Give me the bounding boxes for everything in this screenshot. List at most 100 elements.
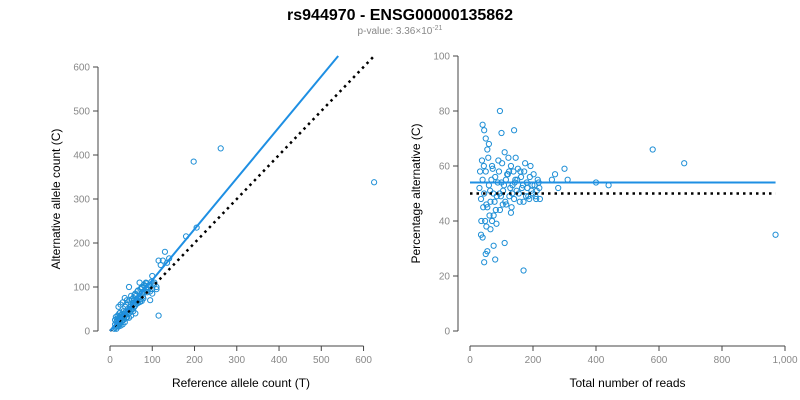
data-point <box>485 154 492 161</box>
data-point <box>496 206 504 214</box>
data-point <box>481 127 488 134</box>
chart-title: rs944970 - ENSG00000135862 <box>287 7 513 24</box>
subtitle-exponent: -21 <box>432 25 442 32</box>
data-point <box>149 290 156 297</box>
data-point <box>482 135 489 142</box>
data-point <box>481 259 488 266</box>
data-point <box>530 171 537 178</box>
data-point <box>486 212 493 219</box>
data-point <box>140 295 147 302</box>
data-point <box>490 212 497 219</box>
y-tick-label: 60 <box>439 162 451 173</box>
data-point <box>477 195 485 203</box>
data-point <box>536 195 544 203</box>
y-tick-label: 500 <box>73 107 90 118</box>
reference-line <box>109 55 376 332</box>
x-tick-label: 100 <box>144 355 161 366</box>
chart-subtitle: p-value: 3.36×10-21 <box>358 25 443 37</box>
data-point <box>525 193 532 200</box>
y-tick-label: 100 <box>433 52 450 63</box>
data-point <box>517 173 525 181</box>
data-point <box>478 157 486 164</box>
left-scatter-panel: 0 100 200 300 400 500 600 0 100 200 300 400 500 600 Re… <box>49 55 378 390</box>
data-point <box>555 184 562 192</box>
data-point <box>488 217 496 225</box>
data-point <box>499 160 506 167</box>
data-point <box>492 256 499 263</box>
y-axis-label: Percentage alternative (C) <box>409 123 423 263</box>
data-point <box>190 158 197 165</box>
y-tick-label: 200 <box>73 239 90 250</box>
data-point <box>482 217 489 225</box>
x-tick-label: 200 <box>186 355 203 366</box>
data-point <box>533 195 540 203</box>
data-point <box>505 168 513 175</box>
data-point <box>485 140 492 148</box>
data-point <box>482 168 489 175</box>
data-point <box>484 204 491 211</box>
data-point <box>480 162 487 170</box>
data-point <box>681 160 688 167</box>
data-point <box>495 168 503 175</box>
data-point <box>514 165 521 172</box>
data-point <box>508 204 515 211</box>
data-point <box>507 162 515 170</box>
data-point <box>524 184 531 192</box>
x-tick-label: 300 <box>228 355 245 366</box>
data-point <box>772 231 779 238</box>
y-tick-label: 300 <box>73 195 90 206</box>
data-point <box>501 149 508 156</box>
x-axis-label: Reference allele count (T) <box>172 376 310 390</box>
x-tick-label: 1,000 <box>772 355 797 366</box>
y-axis-label: Alternative allele count (C) <box>49 129 63 270</box>
data-point <box>505 154 512 161</box>
data-point <box>501 239 508 247</box>
x-tick-label: 500 <box>313 355 330 366</box>
data-point <box>483 223 490 230</box>
right-scatter-panel: 0 20 40 60 80 100 0 200 400 600 800 1,000 Total numb… <box>409 52 798 391</box>
x-tick-label: 200 <box>525 355 542 366</box>
data-point <box>490 242 497 249</box>
data-point <box>479 121 486 128</box>
data-point <box>492 206 499 214</box>
data-point <box>561 165 568 172</box>
data-point <box>521 168 528 175</box>
subtitle-text: p-value: 3.36×10 <box>358 26 433 37</box>
data-point <box>510 168 517 175</box>
data-point <box>491 198 498 205</box>
y-tick-label: 600 <box>73 63 90 74</box>
data-point <box>476 184 483 192</box>
data-point <box>526 195 533 203</box>
data-point <box>507 209 515 216</box>
fit-line <box>109 55 339 332</box>
data-point <box>147 297 154 304</box>
y-tick-label: 40 <box>439 217 451 228</box>
x-tick-label: 400 <box>588 355 605 366</box>
data-point <box>520 198 527 205</box>
data-point <box>115 303 122 310</box>
data-point <box>479 234 486 241</box>
data-point <box>512 154 519 161</box>
x-tick-label: 400 <box>271 355 288 366</box>
y-tick-label: 400 <box>73 151 90 162</box>
data-point <box>488 162 496 170</box>
data-point <box>487 226 494 233</box>
data-point <box>649 146 656 153</box>
data-point <box>507 184 514 192</box>
data-point <box>551 171 559 178</box>
data-point <box>484 248 491 255</box>
data-point <box>150 281 158 288</box>
data-point <box>371 179 378 186</box>
data-point <box>493 220 500 227</box>
data-point <box>483 201 490 208</box>
x-tick-label: 0 <box>107 355 113 366</box>
data-point <box>128 296 136 303</box>
x-axis-label: Total number of reads <box>569 376 685 390</box>
data-point <box>125 283 133 291</box>
data-point <box>153 286 160 293</box>
data-point <box>217 145 224 152</box>
data-point <box>503 201 510 208</box>
x-tick-label: 0 <box>467 355 473 366</box>
data-point <box>510 127 518 134</box>
data-point <box>487 198 494 205</box>
